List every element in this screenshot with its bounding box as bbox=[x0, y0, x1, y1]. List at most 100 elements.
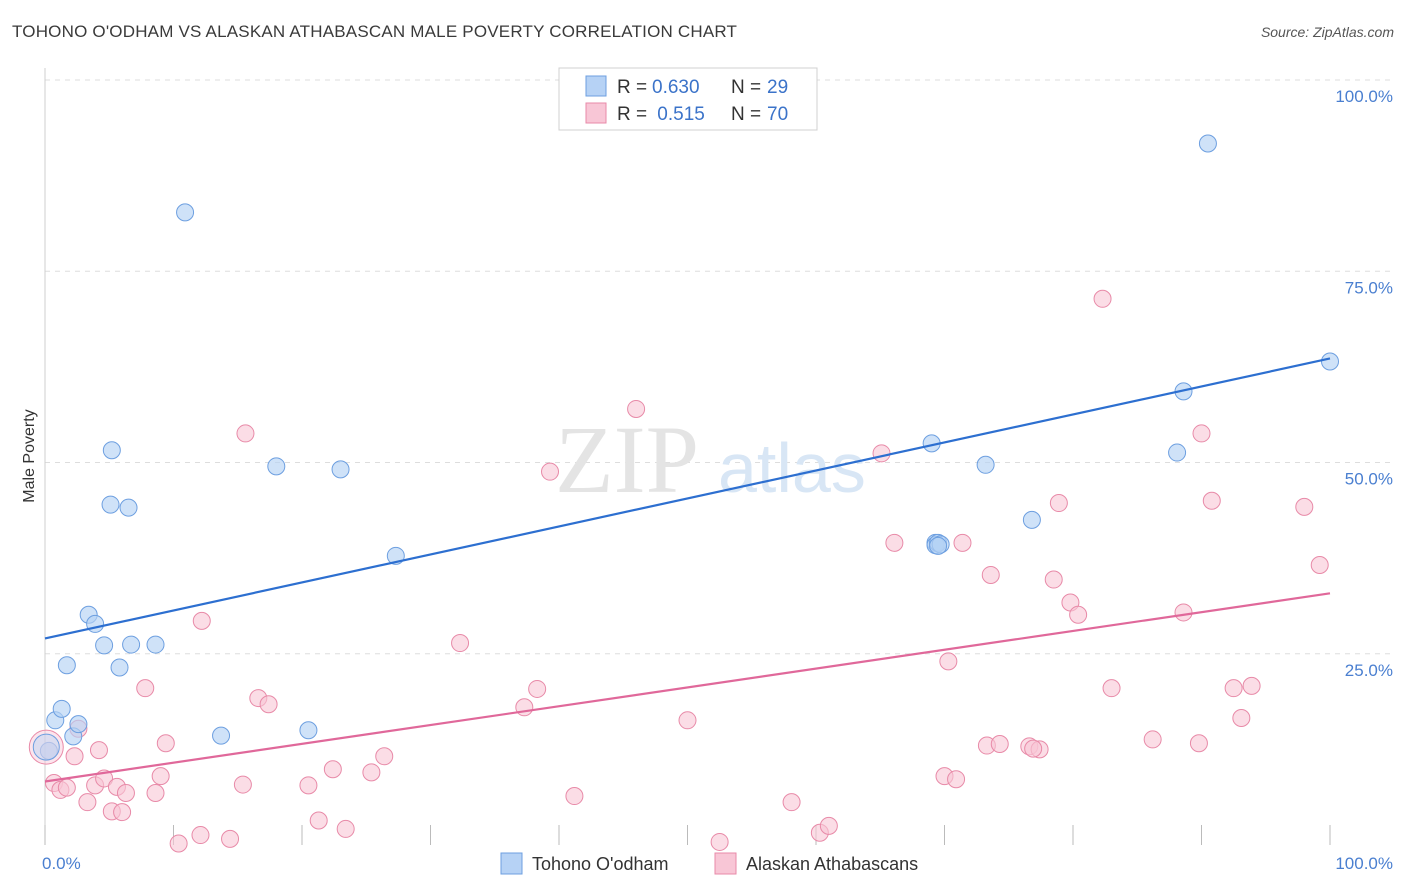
bottom-legend: Tohono O'odham Alaskan Athabascans bbox=[500, 852, 918, 875]
data-point-alaskan-athabascans bbox=[885, 533, 904, 552]
watermark-atlas: atlas bbox=[718, 429, 866, 507]
legend-r-label: R = bbox=[617, 104, 647, 125]
y-tick-label: 25.0% bbox=[1345, 661, 1393, 680]
data-point-alaskan-athabascans bbox=[146, 783, 165, 802]
data-point-alaskan-athabascans bbox=[990, 735, 1009, 754]
data-point-alaskan-athabascans bbox=[1189, 734, 1208, 753]
data-point-alaskan-athabascans bbox=[1069, 605, 1088, 624]
grid-layer bbox=[45, 79, 1392, 655]
data-point-alaskan-athabascans bbox=[981, 565, 1000, 584]
trend-line-alaskan-athabascans bbox=[44, 592, 1331, 783]
trend-line-tohono-oodham bbox=[44, 357, 1331, 640]
data-point-tohono-oodham bbox=[101, 495, 120, 514]
data-point-alaskan-athabascans bbox=[1102, 679, 1121, 698]
data-point-alaskan-athabascans bbox=[528, 679, 547, 698]
chart-source: Source: ZipAtlas.com bbox=[1260, 24, 1394, 40]
data-point-tohono-oodham bbox=[110, 658, 129, 677]
data-point-tohono-oodham bbox=[102, 441, 121, 460]
data-point-alaskan-athabascans bbox=[1202, 491, 1221, 510]
y-tick-label: 75.0% bbox=[1345, 278, 1393, 297]
data-point-alaskan-athabascans bbox=[65, 747, 84, 766]
data-point-alaskan-athabascans bbox=[336, 819, 355, 838]
data-point-alaskan-athabascans bbox=[151, 767, 170, 786]
data-point-alaskan-athabascans bbox=[1024, 739, 1043, 758]
y-tick-label: 50.0% bbox=[1345, 470, 1393, 489]
watermark-zip: ZIP bbox=[555, 406, 699, 513]
data-point-alaskan-athabascans bbox=[819, 816, 838, 835]
data-point-alaskan-athabascans bbox=[1174, 603, 1193, 622]
data-point-alaskan-athabascans bbox=[323, 760, 342, 779]
data-point-alaskan-athabascans bbox=[678, 711, 697, 730]
data-point-alaskan-athabascans bbox=[1192, 424, 1211, 443]
data-point-alaskan-athabascans bbox=[78, 793, 97, 812]
data-point-alaskan-athabascans bbox=[1224, 679, 1243, 698]
data-point-alaskan-athabascans bbox=[191, 826, 210, 845]
data-point-alaskan-athabascans bbox=[541, 462, 560, 481]
points-layer bbox=[28, 134, 1339, 853]
data-point-tohono-oodham bbox=[267, 457, 286, 476]
data-point-tohono-oodham bbox=[1198, 134, 1217, 153]
data-point-alaskan-athabascans bbox=[710, 832, 729, 851]
data-point-alaskan-athabascans bbox=[1232, 709, 1251, 728]
chart-title: TOHONO O'ODHAM VS ALASKAN ATHABASCAN MAL… bbox=[12, 22, 738, 41]
data-point-alaskan-athabascans bbox=[309, 811, 328, 830]
data-point-tohono-oodham bbox=[331, 460, 350, 479]
legend-r-value: 0.630 bbox=[652, 77, 700, 98]
data-point-alaskan-athabascans bbox=[1242, 676, 1261, 695]
axes-layer: 25.0% 50.0% 75.0% 100.0% 0.0% 100.0% bbox=[42, 68, 1393, 873]
data-point-alaskan-athabascans bbox=[156, 734, 175, 753]
data-point-alaskan-athabascans bbox=[375, 747, 394, 766]
legend-n-value: 70 bbox=[767, 104, 788, 125]
trend-layer bbox=[44, 357, 1331, 783]
data-point-alaskan-athabascans bbox=[947, 770, 966, 789]
data-point-alaskan-athabascans bbox=[953, 533, 972, 552]
x-tick-label: 0.0% bbox=[42, 854, 81, 873]
top-legend: R = 0.630 N = 29 R = 0.515 N = 70 bbox=[558, 67, 818, 131]
data-point-tohono-oodham bbox=[95, 636, 114, 655]
y-axis-title: Male Poverty bbox=[21, 409, 38, 502]
data-point-alaskan-athabascans bbox=[259, 695, 278, 714]
data-point-alaskan-athabascans bbox=[233, 775, 252, 794]
data-point-alaskan-athabascans bbox=[136, 679, 155, 698]
legend-swatch-blue bbox=[585, 75, 607, 97]
bottom-legend-swatch-blue bbox=[500, 852, 523, 875]
data-point-alaskan-athabascans bbox=[169, 834, 188, 853]
data-point-tohono-oodham bbox=[1168, 443, 1187, 462]
data-point-alaskan-athabascans bbox=[939, 652, 958, 671]
legend-swatch-pink bbox=[585, 102, 607, 124]
data-point-alaskan-athabascans bbox=[451, 634, 470, 653]
data-point-alaskan-athabascans bbox=[1044, 570, 1063, 589]
data-point-alaskan-athabascans bbox=[116, 783, 135, 802]
data-point-cluster bbox=[28, 729, 64, 765]
data-point-alaskan-athabascans bbox=[236, 424, 255, 443]
data-point-alaskan-athabascans bbox=[627, 399, 646, 418]
legend-n-label: N = bbox=[731, 104, 761, 125]
data-point-alaskan-athabascans bbox=[1295, 497, 1314, 516]
data-point-alaskan-athabascans bbox=[299, 776, 318, 795]
y-tick-label: 100.0% bbox=[1335, 87, 1393, 106]
data-point-alaskan-athabascans bbox=[362, 763, 381, 782]
data-point-tohono-oodham bbox=[929, 536, 948, 555]
data-point-tohono-oodham bbox=[176, 203, 195, 222]
legend-n-value: 29 bbox=[767, 77, 788, 98]
data-point-alaskan-athabascans bbox=[57, 778, 76, 797]
data-point-alaskan-athabascans bbox=[565, 787, 584, 806]
bottom-legend-label: Tohono O'odham bbox=[532, 854, 669, 874]
data-point-alaskan-athabascans bbox=[221, 829, 240, 848]
data-point-cluster bbox=[32, 733, 60, 761]
x-tick-label: 100.0% bbox=[1335, 854, 1393, 873]
legend-r-value: 0.515 bbox=[652, 104, 705, 125]
data-point-alaskan-athabascans bbox=[1143, 730, 1162, 749]
data-point-alaskan-athabascans bbox=[1049, 494, 1068, 513]
data-point-tohono-oodham bbox=[69, 715, 88, 734]
data-point-tohono-oodham bbox=[119, 498, 138, 517]
bottom-legend-label: Alaskan Athabascans bbox=[746, 854, 918, 874]
data-point-tohono-oodham bbox=[146, 635, 165, 654]
data-point-alaskan-athabascans bbox=[89, 741, 108, 760]
data-point-tohono-oodham bbox=[122, 635, 141, 654]
legend-r-label: R = bbox=[617, 77, 647, 98]
data-point-alaskan-athabascans bbox=[113, 803, 132, 822]
data-point-tohono-oodham bbox=[52, 699, 71, 718]
bottom-legend-swatch-pink bbox=[714, 852, 737, 875]
data-point-alaskan-athabascans bbox=[1310, 556, 1329, 575]
